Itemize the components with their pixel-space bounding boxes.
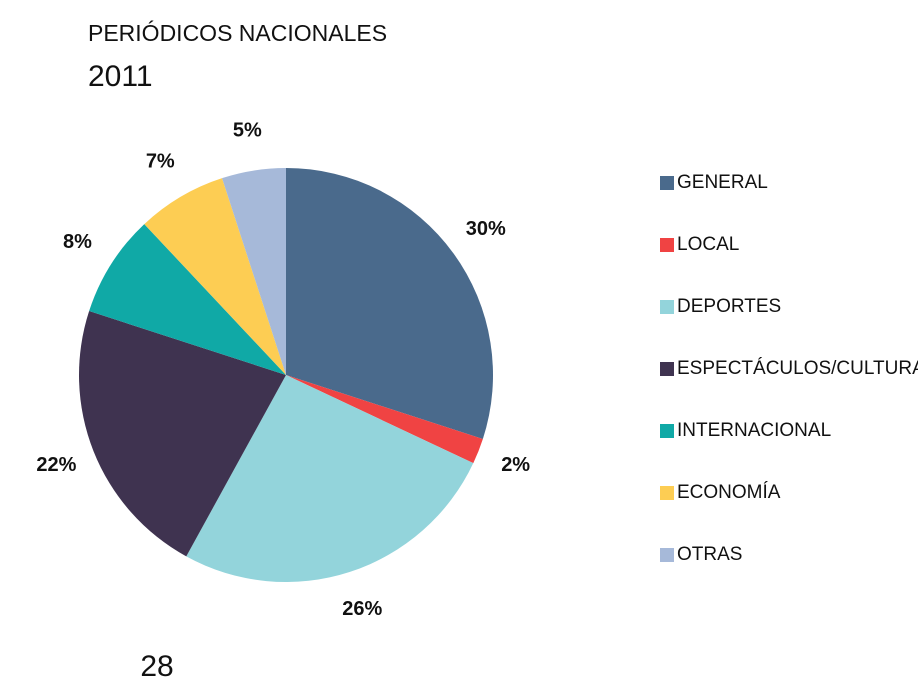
legend-swatch	[660, 300, 674, 314]
legend-swatch	[660, 238, 674, 252]
pie-slice	[144, 178, 286, 375]
legend-label: INTERNACIONAL	[677, 420, 831, 441]
legend-swatch	[660, 548, 674, 562]
data-label: 22%	[36, 454, 76, 476]
legend-label: ESPECTÁCULOS/CULTURA	[677, 358, 918, 379]
legend-label: GENERAL	[677, 172, 768, 193]
chart-title: PERIÓDICOS NACIONALES	[88, 20, 387, 46]
legend-label: OTRAS	[677, 544, 742, 565]
legend-swatch	[660, 424, 674, 438]
legend-label: DEPORTES	[677, 296, 781, 317]
data-label: 7%	[146, 151, 175, 173]
legend-swatch	[660, 362, 674, 376]
data-label: 26%	[342, 598, 382, 620]
legend-swatch	[660, 486, 674, 500]
data-label: 5%	[233, 119, 262, 141]
pie-slice	[89, 224, 286, 375]
chart-subtitle: 2011	[88, 60, 153, 93]
page-number: 28	[140, 650, 173, 683]
pie-slice	[286, 375, 483, 464]
pie-slice	[286, 168, 493, 439]
pie-slice	[79, 311, 287, 557]
legend-label: ECONOMÍA	[677, 482, 781, 503]
legend-label: LOCAL	[677, 234, 739, 255]
pie-slice	[186, 375, 474, 583]
data-label: 8%	[63, 231, 92, 253]
data-label: 2%	[501, 454, 530, 476]
pie-slice	[222, 168, 286, 375]
data-label: 30%	[466, 218, 506, 240]
legend-swatch	[660, 176, 674, 190]
